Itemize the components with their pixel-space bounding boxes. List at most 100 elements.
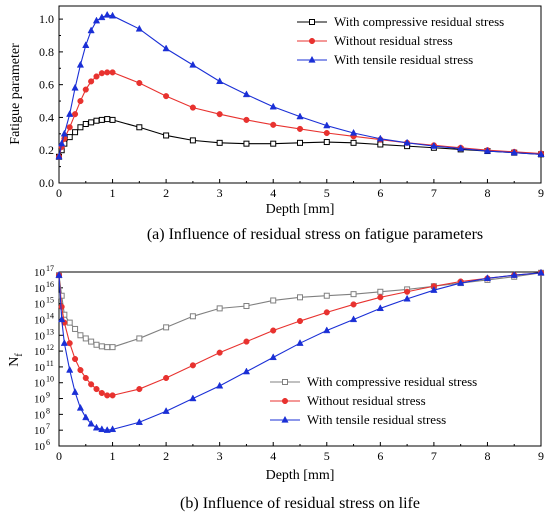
chart-a-legend-marker xyxy=(309,19,315,25)
chart-b-y-tick-label: 10 xyxy=(34,441,46,453)
chart-b-legend-marker xyxy=(282,379,288,385)
chart-b-data-point xyxy=(457,278,465,286)
chart-b-y-tick-label: 10 xyxy=(34,314,46,326)
chart-b-y-tick-label: 10 xyxy=(34,346,46,358)
chart-a: 0 1 2 3 4 5 6 7 8 90.00.20.40.60.81.0 Depth [mm] … xyxy=(8,5,545,243)
chart-a-data-point xyxy=(66,134,73,141)
chart-b-data-point xyxy=(323,309,330,316)
chart-a-data-point xyxy=(104,69,111,76)
chart-b-data-point xyxy=(537,268,545,276)
chart-b-data-point xyxy=(98,343,105,350)
chart-b-data-point xyxy=(82,374,89,382)
chart-a-data-point xyxy=(72,111,79,118)
chart-b-data-point xyxy=(216,349,223,356)
chart-a-y-tick-label: 1.0 xyxy=(39,12,54,26)
chart-b-y-axis-label-base: N xyxy=(7,357,22,367)
chart-b-data-point xyxy=(93,341,100,348)
chart-b-x-axis-label: Depth [mm] xyxy=(266,468,335,483)
chart-b-data-point xyxy=(189,313,196,320)
chart-b-data-point xyxy=(350,291,357,298)
chart-b-data-point xyxy=(72,325,79,332)
chart-b-y-tick-exponent: 17 xyxy=(46,264,54,273)
chart-a-data-point xyxy=(323,139,330,146)
chart-b-data-point xyxy=(104,392,111,399)
chart-b-data-point xyxy=(82,335,89,342)
chart-b-data-point xyxy=(216,381,224,389)
chart-a-data-point xyxy=(323,129,330,137)
chart-b-legend-entry: With tensile residual stress xyxy=(270,412,446,427)
chart-b-y-tick-exponent: 15 xyxy=(46,296,54,305)
chart-a-series-line xyxy=(58,14,542,157)
chart-b-data-point xyxy=(430,286,438,293)
chart-b-x-tick-label: 5 xyxy=(324,449,330,463)
chart-b-data-point xyxy=(93,386,100,393)
chart-a-data-point xyxy=(108,11,117,19)
chart-b-data-point xyxy=(109,344,116,351)
chart-b-x-tick-label: 0 xyxy=(56,449,62,463)
chart-b-data-point xyxy=(243,303,250,310)
chart-b-legend-label: With tensile residual stress xyxy=(307,412,446,427)
chart-b-data-point xyxy=(55,271,63,278)
chart-a-legend: With compressive residual stress Without … xyxy=(297,14,504,67)
chart-a-data-point xyxy=(163,93,170,100)
chart-b-caption: (b) Influence of residual stress on life xyxy=(180,495,420,512)
chart-a-data-point xyxy=(55,152,63,160)
chart-b-data-point xyxy=(216,305,223,312)
chart-a-data-point xyxy=(163,132,170,139)
chart-b-data-point xyxy=(92,423,101,431)
chart-a-data-point xyxy=(72,129,79,136)
chart-a-series-1 xyxy=(56,116,544,160)
chart-a-data-point xyxy=(510,148,518,156)
chart-b-y-tick-label: 10 xyxy=(34,267,46,279)
chart-a-x-axis-label: Depth [mm] xyxy=(266,202,335,217)
chart-b-series-3 xyxy=(55,268,545,433)
chart-b-y-tick-exponent: 12 xyxy=(46,343,54,352)
chart-a-data-point xyxy=(296,125,304,132)
chart-b-legend-marker xyxy=(281,397,289,405)
chart-a-data-point xyxy=(93,117,100,124)
chart-a-data-point xyxy=(243,140,250,147)
chart-b-data-point xyxy=(60,339,68,346)
chart-b-data-point xyxy=(162,407,170,414)
chart-a-data-point xyxy=(189,104,196,111)
chart-b-data-point xyxy=(71,388,79,395)
chart-b-y-tick-exponent: 9 xyxy=(46,391,50,400)
chart-b-data-point xyxy=(136,386,143,393)
chart-a-data-point xyxy=(82,86,89,93)
chart-b-data-point xyxy=(88,381,95,388)
chart-b-data-point xyxy=(323,326,331,334)
chart-b-data-point xyxy=(87,419,95,427)
chart-b-data-point xyxy=(76,403,85,411)
chart-a-data-point xyxy=(103,10,111,18)
chart-b-series-line xyxy=(58,272,542,431)
chart-b-x-tick-label: 3 xyxy=(217,449,223,463)
chart-a-data-point xyxy=(104,116,111,123)
chart-b-data-point xyxy=(404,288,411,295)
chart-b-data-point xyxy=(66,340,73,347)
chart-b-legend-label: With compressive residual stress xyxy=(307,374,477,389)
chart-b-y-tick-label: 10 xyxy=(34,299,46,311)
chart-a-data-point xyxy=(92,16,101,24)
chart-b-data-point xyxy=(189,394,197,402)
chart-b-data-point xyxy=(269,353,277,361)
chart-b-data-point xyxy=(297,294,303,301)
chart-b-legend-marker xyxy=(281,415,289,423)
chart-b-data-point xyxy=(98,425,106,433)
chart-a-data-point xyxy=(430,141,438,149)
chart-a-data-point xyxy=(66,124,73,131)
chart-a-data-point xyxy=(457,144,465,152)
chart-b-data-point xyxy=(77,367,84,374)
chart-a-y-tick-label: 0.2 xyxy=(39,143,54,157)
chart-b-data-point xyxy=(66,319,73,326)
chart-a-data-point xyxy=(349,128,358,136)
chart-b-x-tick-label: 2 xyxy=(163,449,169,463)
chart-a-data-point xyxy=(483,146,492,154)
chart-b-data-point xyxy=(77,332,84,339)
chart-b-data-point xyxy=(270,297,277,304)
chart-b-y-tick-exponent: 13 xyxy=(46,327,54,336)
chart-b-data-point xyxy=(323,292,330,299)
chart-b-data-point xyxy=(136,335,143,342)
chart-b-data-point xyxy=(242,367,251,375)
chart-b-data-point xyxy=(58,315,66,323)
